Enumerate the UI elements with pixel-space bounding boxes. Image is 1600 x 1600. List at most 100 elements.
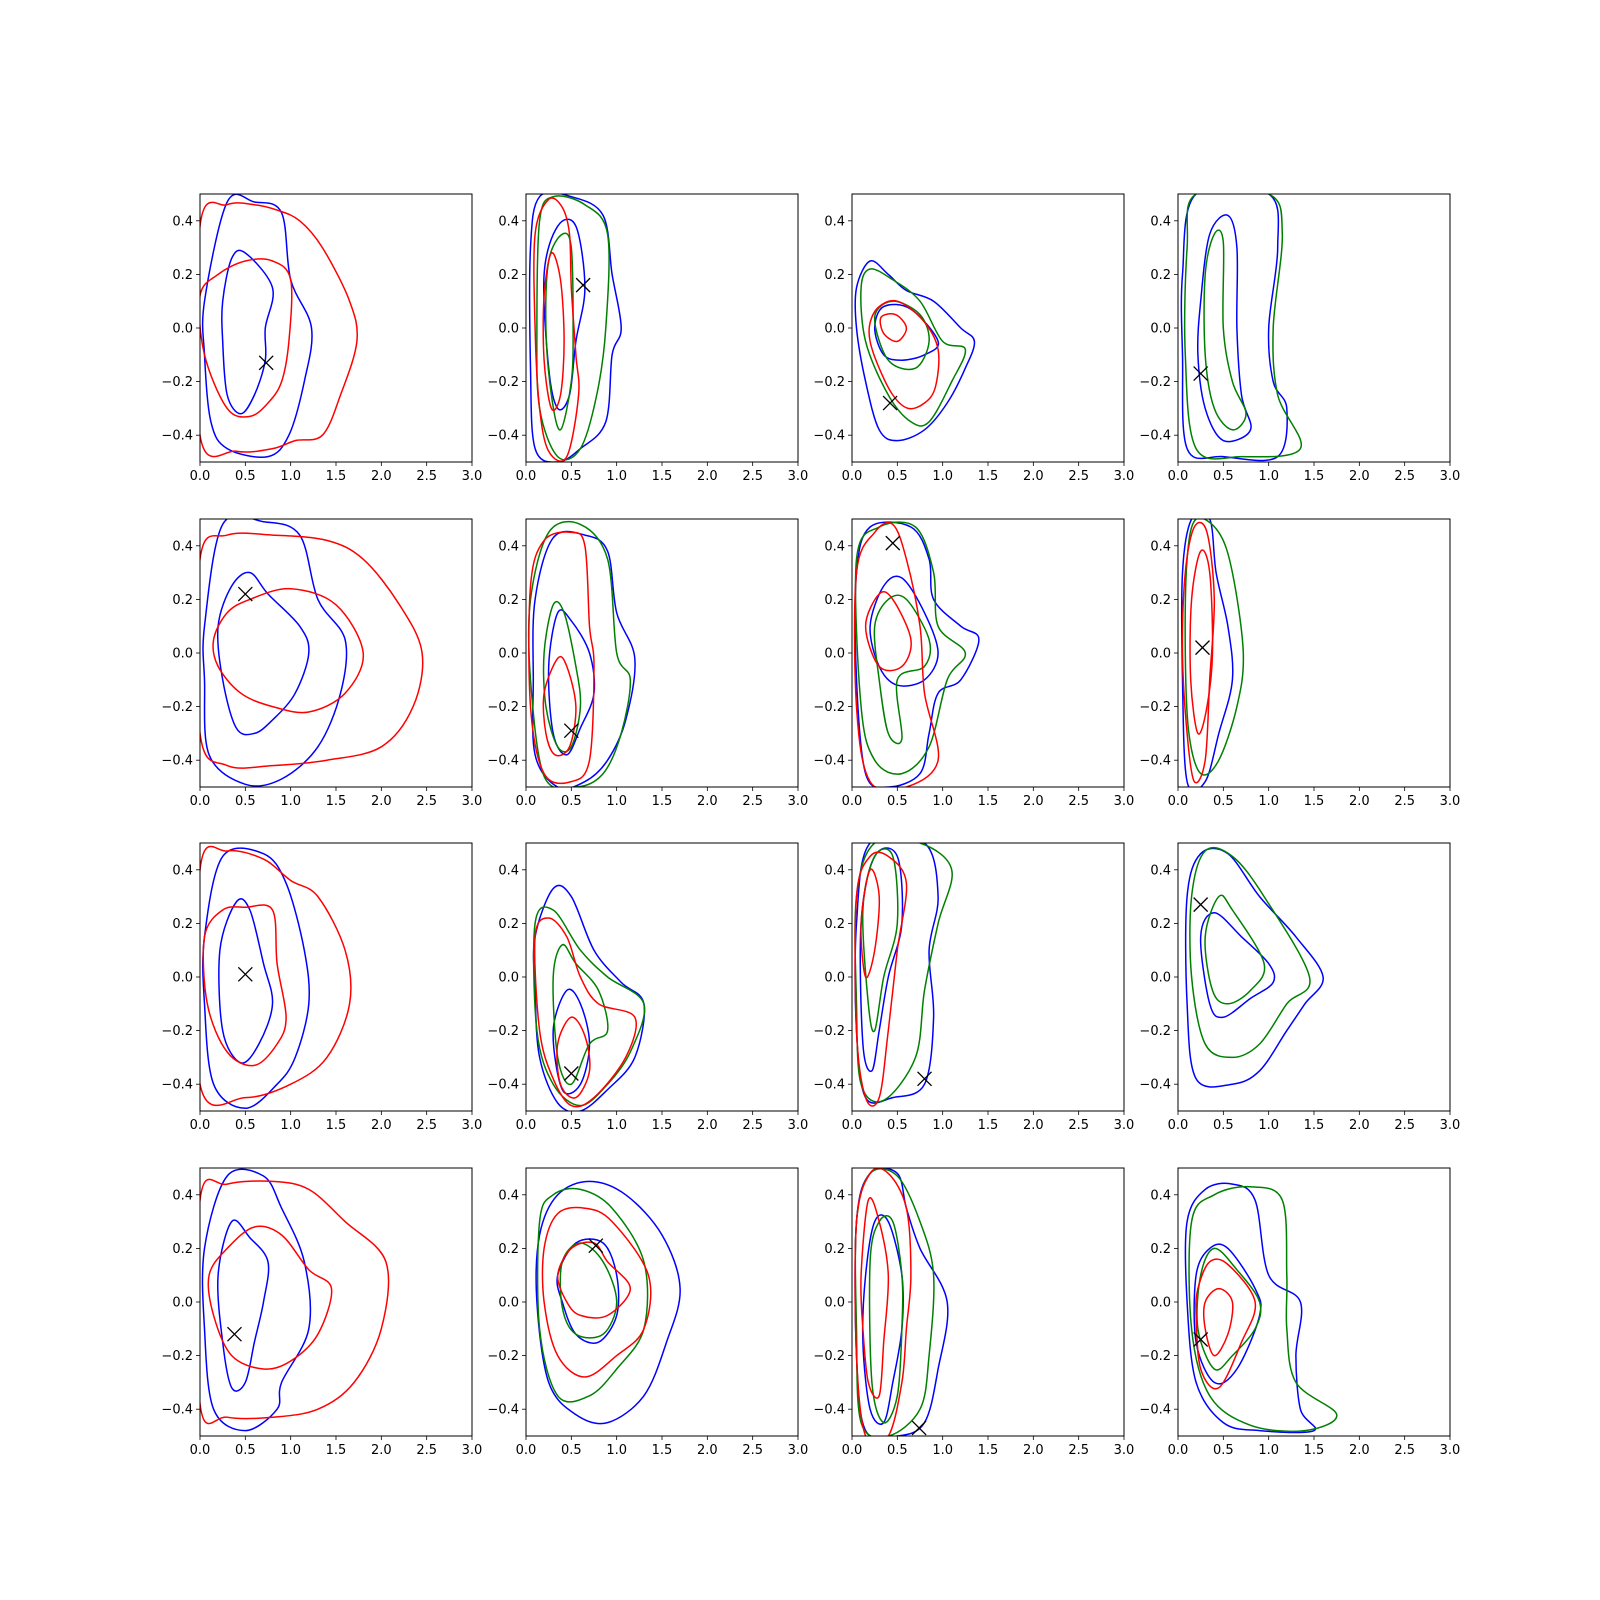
x-marker (1193, 366, 1209, 382)
x-marker (911, 1420, 927, 1436)
x-marker-stroke (588, 1238, 604, 1254)
x-tick-label: 0.0 (842, 794, 863, 809)
x-marker (237, 966, 253, 982)
y-tick-label: −0.2 (813, 1349, 845, 1364)
x-tick-label: 0.0 (842, 1118, 863, 1133)
contour-red-5 (528, 531, 595, 785)
y-tick-label: 0.0 (172, 1296, 193, 1311)
x-tick-label: 3.0 (1114, 794, 1135, 809)
contour-blue-1 (1180, 194, 1288, 462)
contour-red-6 (879, 313, 908, 343)
contour-red-4 (207, 1225, 333, 1370)
contour-red-5 (854, 1168, 912, 1436)
subplot-r1-c4: 0.0 0.5 1.0 1.5 2.0 2.5 3.0 −0.4 −0.2 0.0 0.2 0.4 (1139, 193, 1461, 484)
x-tick-label: 1.0 (1258, 1118, 1279, 1133)
y-tick-label: 0.2 (1150, 593, 1171, 608)
x-marker-stroke (563, 723, 579, 739)
x-tick-label: 0.5 (1213, 469, 1234, 484)
subplot-grid: 0.0 0.5 1.0 1.5 2.0 2.5 3.0−0.4−0.20.00.20.40.… (161, 193, 1461, 1458)
x-marker-stroke (1193, 366, 1209, 382)
x-tick-label: 1.0 (606, 1443, 627, 1458)
x-marker (237, 586, 253, 602)
y-tick-label: 0.0 (1150, 971, 1171, 986)
subplot-r4-c3: 0.0 0.5 1.0 1.5 2.0 2.5 3.0 −0.4 −0.2 0.0 0.2 0.4 (813, 1167, 1134, 1458)
y-tick-label: 0.4 (498, 1188, 519, 1203)
subplot-r4-c4: 0.0 0.5 1.0 1.5 2.0 2.5 3.0 −0.4 −0.2 0.0 0.2 0.4 (1139, 1167, 1460, 1458)
plot-area (854, 259, 976, 442)
subplot-r1-c3: 0.0 0.5 1.0 1.5 2.0 2.5 3.0 −0.4 −0.2 0.0 0.2 0.4 (813, 193, 1134, 484)
contour-red-3 (200, 532, 424, 769)
x-tick-label: 2.0 (1349, 469, 1370, 484)
x-tick-label: 0.0 (190, 1118, 211, 1133)
contour-red-5 (533, 917, 637, 1108)
subplot-r2-c4: 0.0 0.5 1.0 1.5 2.0 2.5 3.0 −0.4 −0.2 0.0 0.2 0.4 (1139, 518, 1461, 809)
y-tick-label: −0.4 (1139, 754, 1171, 769)
x-tick-label: 3.0 (1440, 794, 1461, 809)
x-tick-label: 1.0 (1258, 1443, 1279, 1458)
x-tick-label: 3.0 (788, 1118, 809, 1133)
subplot-r4-c1: 0.0 0.5 1.0 1.5 2.0 2.5 3.0 −0.4 −0.2 0.0 0.2 0.4 (161, 1167, 482, 1458)
x-tick-label: 3.0 (1440, 1118, 1461, 1133)
y-tick-label: 0.2 (172, 593, 193, 608)
y-tick-label: −0.2 (1139, 1349, 1171, 1364)
contour-red-5 (853, 521, 940, 787)
plot-area (1180, 519, 1245, 787)
contour-blue-1 (202, 847, 310, 1110)
x-tick-label: 0.0 (516, 469, 537, 484)
x-tick-label: 1.0 (280, 469, 301, 484)
x-tick-label: 0.5 (1213, 1118, 1234, 1133)
y-tick-label: 0.2 (824, 1242, 845, 1257)
y-tick-label: −0.2 (1139, 700, 1171, 715)
x-tick-label: 1.5 (326, 469, 347, 484)
contour-green-4 (545, 232, 574, 431)
x-tick-label: 0.0 (1168, 469, 1189, 484)
subplot-r2-c3: 0.0 0.5 1.0 1.5 2.0 2.5 3.0 −0.4 −0.2 0.0 0.2 0.4 (813, 518, 1135, 809)
y-tick-label: −0.4 (161, 754, 193, 769)
plot-area (1180, 194, 1303, 462)
x-tick-label: 1.0 (280, 794, 301, 809)
x-tick-label: 2.0 (697, 469, 718, 484)
x-tick-label: 2.5 (742, 1118, 763, 1133)
y-tick-label: −0.2 (1139, 1024, 1171, 1039)
x-tick-label: 2.5 (742, 469, 763, 484)
y-tick-label: −0.4 (1139, 1403, 1171, 1418)
y-tick-label: 0.2 (1150, 268, 1171, 283)
y-tick-label: −0.2 (813, 700, 845, 715)
contour-blue-1 (531, 530, 636, 787)
contour-blue-2 (861, 1214, 905, 1426)
contour-red-5 (541, 1206, 652, 1378)
contour-green-4 (861, 848, 899, 1033)
contour-blue-1 (202, 519, 348, 787)
x-tick-label: 1.5 (1304, 794, 1325, 809)
plot-area (854, 843, 953, 1107)
contour-red-5 (868, 299, 940, 410)
y-tick-label: 0.4 (498, 863, 519, 878)
contour-red-6 (556, 1016, 591, 1099)
x-tick-label: 0.5 (561, 1118, 582, 1133)
x-tick-label: 2.5 (1068, 1443, 1089, 1458)
plot-area (1184, 1182, 1338, 1434)
x-tick-label: 0.0 (516, 1443, 537, 1458)
x-tick-label: 0.5 (561, 794, 582, 809)
contour-red-6 (542, 252, 565, 412)
x-tick-label: 3.0 (1440, 469, 1461, 484)
x-tick-label: 0.0 (842, 1443, 863, 1458)
contour-blue-1 (1184, 1182, 1317, 1434)
y-tick-label: −0.2 (487, 375, 519, 390)
y-tick-label: 0.2 (172, 1242, 193, 1257)
x-tick-label: 0.0 (842, 469, 863, 484)
x-marker (885, 535, 901, 551)
x-tick-label: 3.0 (462, 469, 483, 484)
contour-red-6 (860, 868, 881, 979)
contour-blue-1 (201, 1168, 312, 1432)
x-tick-label: 2.5 (742, 1443, 763, 1458)
x-marker-stroke (911, 1420, 927, 1436)
y-tick-label: 0.2 (498, 268, 519, 283)
y-tick-label: −0.4 (487, 429, 519, 444)
y-tick-label: −0.2 (813, 1024, 845, 1039)
x-marker (563, 1066, 579, 1081)
x-marker-stroke (1193, 1332, 1209, 1347)
x-tick-label: 1.0 (606, 794, 627, 809)
contour-blue-1 (201, 194, 313, 458)
